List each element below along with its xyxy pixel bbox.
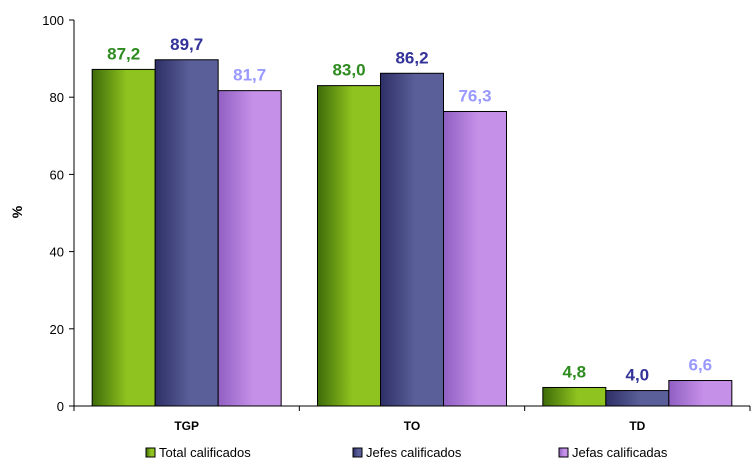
data-label: 6,6	[689, 356, 713, 375]
data-label: 4,0	[626, 366, 650, 385]
legend-item: Jefes calificados	[352, 445, 462, 460]
y-axis-label: %	[9, 205, 25, 218]
bar-tgp-series-2	[154, 59, 219, 407]
legend: Total calificados Jefes calificados Jefas …	[145, 445, 668, 460]
legend-item: Jefas calificadas	[558, 445, 668, 460]
legend-swatch	[145, 447, 156, 458]
data-label: 83,0	[332, 61, 365, 80]
legend-label: Jefas calificadas	[572, 445, 668, 460]
legend-label: Total calificados	[159, 445, 251, 460]
data-label: 76,3	[458, 86, 491, 105]
y-tick-label: 100	[42, 13, 64, 28]
bar-td-series-1	[542, 386, 607, 407]
bar-to-series-1	[317, 85, 381, 407]
bar-tgp-series-3	[217, 90, 282, 407]
y-tick-label: 20	[50, 322, 64, 337]
data-label: 87,2	[107, 44, 140, 63]
legend-swatch	[352, 447, 363, 458]
data-label: 81,7	[233, 66, 266, 85]
bar-to-series-2	[380, 72, 444, 407]
x-category-label: TD	[629, 419, 645, 433]
bar-td-series-3	[668, 380, 733, 407]
bar-td-series-2	[605, 390, 670, 407]
data-label: 89,7	[170, 35, 203, 54]
bars: 87,2 89,7 81,7 TGP 83,0 86,2 76,3 TO 4,8 4,0 6,6 TD	[91, 35, 733, 433]
data-label: 86,2	[395, 48, 428, 67]
legend-label: Jefes calificados	[366, 445, 462, 460]
y-tick-label: 60	[50, 167, 64, 182]
x-category-label: TGP	[174, 419, 199, 433]
bar-to-series-3	[443, 110, 507, 407]
x-category-label: TO	[404, 419, 420, 433]
legend-swatch	[558, 447, 569, 458]
bar-tgp-series-1	[91, 68, 156, 407]
y-tick-label: 40	[50, 245, 64, 260]
y-tick-label: 80	[50, 90, 64, 105]
data-label: 4,8	[563, 362, 587, 381]
y-tick-label: 0	[57, 399, 64, 414]
legend-item: Total calificados	[145, 445, 251, 460]
